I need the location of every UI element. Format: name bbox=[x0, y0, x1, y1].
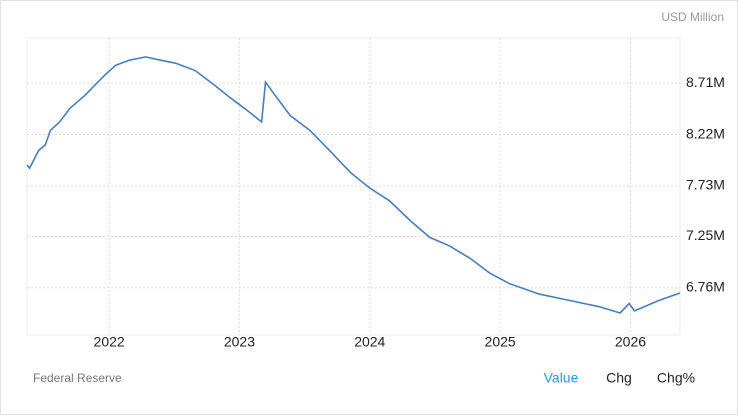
y-tick-label: 7.25M bbox=[686, 227, 725, 243]
x-tick-label: 2023 bbox=[224, 334, 255, 350]
unit-label: USD Million bbox=[661, 10, 724, 24]
y-tick-label: 7.73M bbox=[686, 177, 725, 193]
series-line bbox=[26, 56, 681, 314]
tab[interactable]: Chg% bbox=[657, 370, 695, 386]
tab[interactable]: Value bbox=[544, 370, 579, 386]
source: Federal Reserve bbox=[33, 371, 122, 385]
x-tick-label: 2025 bbox=[485, 334, 516, 350]
x-tick-label: 2022 bbox=[94, 334, 125, 350]
x-tick-label: 2026 bbox=[615, 334, 646, 350]
x-tick-label: 2024 bbox=[354, 334, 385, 350]
tab[interactable]: Chg bbox=[606, 370, 632, 386]
y-tick-label: 8.71M bbox=[686, 74, 725, 90]
y-tick-label: 8.22M bbox=[686, 125, 725, 141]
y-tick-label: 6.76M bbox=[686, 278, 725, 294]
plot-area bbox=[26, 37, 681, 336]
